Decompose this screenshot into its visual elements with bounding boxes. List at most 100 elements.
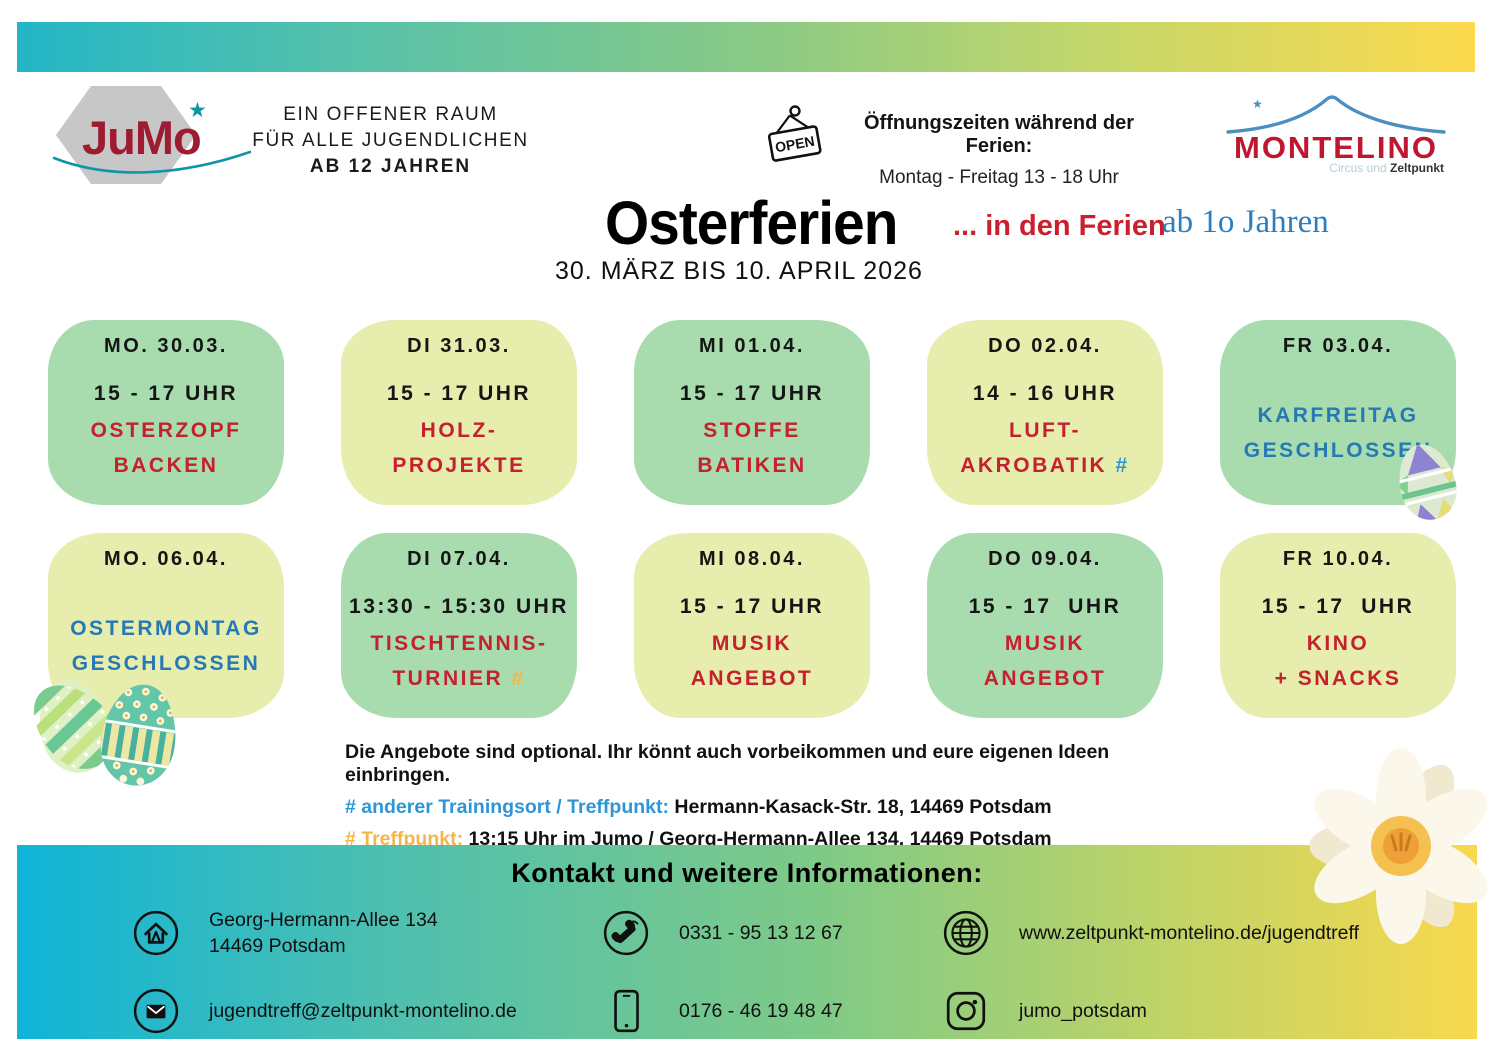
- contact-text: www.zeltpunkt-montelino.de/jugendtreff: [1019, 922, 1360, 944]
- contact-email: jugendtreff@zeltpunkt-montelino.de: [133, 983, 603, 1039]
- jumo-logo-text: JuMo: [82, 111, 202, 164]
- event-time: 15 - 17 UHR: [386, 382, 532, 405]
- event-card: FR 10.04. 15 - 17 UHR KINO + SNACKS: [1220, 533, 1456, 718]
- jumo-swoosh-icon: [52, 150, 252, 174]
- event-activity-line: STOFFE: [703, 419, 801, 442]
- event-time: 15 - 17 UHR: [968, 595, 1122, 618]
- contact-mobile: 0176 - 46 19 48 47: [603, 983, 943, 1039]
- easter-egg-icon: [1393, 443, 1463, 524]
- montelino-star-icon: ★: [1252, 97, 1263, 111]
- home-icon: [133, 910, 179, 956]
- event-day: MO. 06.04.: [104, 548, 228, 570]
- event-activity-line: ANGEBOT: [983, 667, 1107, 690]
- intro-text: EIN OFFENER RAUM FÜR ALLE JUGENDLICHEN A…: [248, 102, 533, 180]
- note-meetpoint: # Treffpunkt: 13:15 Uhr im Jumo / Georg-…: [345, 828, 1052, 850]
- hours-title: Öffnungszeiten während der Ferien:: [863, 112, 1135, 157]
- event-day: MI 08.04.: [699, 548, 805, 570]
- opening-hours: Öffnungszeiten während der Ferien: Monta…: [836, 112, 1162, 189]
- event-day: MO. 30.03.: [104, 335, 228, 357]
- instagram-icon: [943, 988, 989, 1034]
- tagline-red: ... in den Ferien: [953, 210, 1166, 242]
- event-day: DO 09.04.: [988, 548, 1102, 570]
- jumo-star-icon: ★: [188, 99, 207, 122]
- notes-block: Die Angebote sind optional. Ihr könnt au…: [345, 741, 1175, 851]
- intro-line: EIN OFFENER RAUM: [283, 104, 498, 125]
- contact-text: jugendtreff@zeltpunkt-montelino.de: [209, 1000, 517, 1022]
- footer-title: Kontakt und weitere Informationen:: [511, 858, 983, 888]
- hours-value: Montag - Freitag 13 - 18 Uhr: [879, 167, 1119, 188]
- mobile-icon: [603, 988, 649, 1034]
- event-activity-line: BATIKEN: [697, 454, 807, 477]
- phone-icon: [603, 910, 649, 956]
- contact-website: www.zeltpunkt-montelino.de/jugendtreff: [943, 905, 1478, 961]
- offsite-hash-marker: #: [1115, 454, 1130, 477]
- event-activity-line: LUFT-: [1009, 419, 1081, 442]
- globe-icon: [943, 910, 989, 956]
- event-activity-line: HOLZ-: [420, 419, 498, 442]
- intro-line: AB 12 JAHREN: [309, 156, 472, 177]
- tent-roof-icon: [1226, 95, 1446, 134]
- event-activity-line: OSTERMONTAG: [70, 617, 262, 640]
- event-card: DI 07.04. 13:30 - 15:30 UHR TISCHTENNIS-…: [341, 533, 577, 718]
- event-activity-line: + SNACKS: [1274, 667, 1402, 690]
- montelino-logo: ★ MONTELINO Circus und Zeltpunkt: [1226, 95, 1446, 175]
- contact-text: 0176 - 46 19 48 47: [679, 1000, 843, 1022]
- event-activity-line: PROJEKTE: [392, 454, 526, 477]
- event-day: DO 02.04.: [988, 335, 1102, 357]
- date-range: 30. MÄRZ BIS 10. APRIL 2026: [555, 257, 923, 285]
- contact-text: 0331 - 95 13 12 67: [679, 922, 843, 944]
- event-time: 15 - 17 UHR: [679, 382, 825, 405]
- event-activity-line: ANGEBOT: [690, 667, 814, 690]
- event-activity-line: OSTERZOPF: [90, 419, 242, 442]
- event-day: FR 03.04.: [1282, 335, 1394, 357]
- event-card: MO. 30.03. 15 - 17 UHR OSTERZOPF BACKEN: [48, 320, 284, 505]
- montelino-logo-text: MONTELINO: [1234, 130, 1438, 165]
- event-card: DO 02.04. 14 - 16 UHR LUFT- AKROBATIK #: [927, 320, 1163, 505]
- contact-text: jumo_potsdam: [1019, 1000, 1147, 1022]
- event-card: MI 08.04. 15 - 17 UHR MUSIK ANGEBOT: [634, 533, 870, 718]
- event-card: DI 31.03. 15 - 17 UHR HOLZ- PROJEKTE: [341, 320, 577, 505]
- contacts-grid: Georg-Hermann-Allee 134 14469 Potsdam: [133, 905, 1478, 1039]
- top-gradient-bar: [17, 22, 1475, 72]
- tagline-blue: ab 1o Jahren: [1162, 204, 1329, 240]
- contact-footer: Kontakt und weitere Informationen: Georg…: [17, 845, 1477, 1039]
- event-card: MO. 06.04. OSTERMONTAG GESCHLOSSEN: [48, 533, 284, 718]
- open-sign-icon: OPEN: [767, 105, 822, 162]
- event-activity-line: MUSIK: [1004, 632, 1086, 655]
- mail-icon: [133, 988, 179, 1034]
- meetpoint-hash-marker: #: [511, 667, 526, 690]
- event-activity-line: GESCHLOSSEN: [1243, 439, 1433, 462]
- event-activity-line: KARFREITAG: [1257, 404, 1419, 427]
- page-title: Osterferien: [605, 189, 898, 257]
- event-activity-line: TISCHTENNIS-: [370, 632, 548, 655]
- contact-text: Georg-Hermann-Allee 134 14469 Potsdam: [209, 909, 438, 957]
- schedule-grid: MO. 30.03. 15 - 17 UHR OSTERZOPF BACKEN …: [48, 320, 1456, 718]
- event-activity-line: KINO: [1306, 632, 1370, 655]
- event-time: 15 - 17 UHR: [93, 382, 239, 405]
- daffodil-flower-icon: [1310, 748, 1488, 944]
- event-activity-line: BACKEN: [113, 454, 219, 477]
- event-time: 13:30 - 15:30 UHR: [349, 595, 569, 618]
- event-day: DI 07.04.: [407, 548, 511, 570]
- event-day: FR 10.04.: [1282, 548, 1394, 570]
- contact-instagram: jumo_potsdam: [943, 983, 1478, 1039]
- event-card: MI 01.04. 15 - 17 UHR STOFFE BATIKEN: [634, 320, 870, 505]
- event-time: 15 - 17 UHR: [1261, 595, 1415, 618]
- event-card: DO 09.04. 15 - 17 UHR MUSIK ANGEBOT: [927, 533, 1163, 718]
- note-offsite: # anderer Trainingsort / Treffpunkt: Her…: [345, 796, 1052, 818]
- note-offsite-label: # anderer Trainingsort / Treffpunkt:: [345, 796, 669, 818]
- intro-line: FÜR ALLE JUGENDLICHEN: [252, 130, 529, 151]
- event-time: 15 - 17 UHR: [679, 595, 825, 618]
- open-sign-text: OPEN: [774, 133, 816, 156]
- event-activity-line: TURNIER #: [392, 667, 526, 690]
- event-activity-line: AKROBATIK #: [960, 454, 1130, 477]
- note-meetpoint-label: # Treffpunkt:: [345, 828, 464, 850]
- event-activity-line: GESCHLOSSEN: [71, 652, 261, 675]
- easter-egg-icon: [94, 684, 184, 786]
- svg-text:Circus und Zeltpunkt: Circus und Zeltpunkt: [1329, 161, 1444, 175]
- event-day: DI 31.03.: [407, 335, 511, 357]
- contact-phone: 0331 - 95 13 12 67: [603, 905, 943, 961]
- jumo-logo: JuMo ★: [50, 84, 265, 189]
- event-day: MI 01.04.: [699, 335, 805, 357]
